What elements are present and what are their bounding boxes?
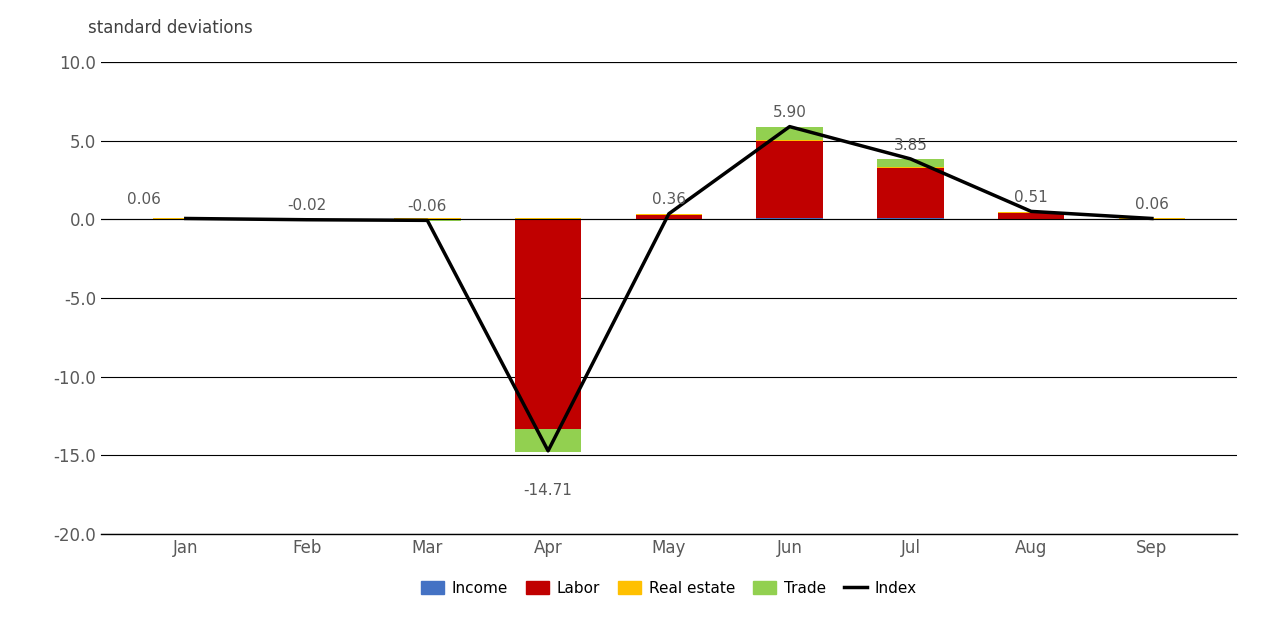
Index bbox=[420, 217, 435, 224]
Legend: Income, Labor, Real estate, Trade, Index: Income, Labor, Real estate, Trade, Index bbox=[414, 574, 924, 602]
Index bbox=[782, 123, 798, 130]
Text: -0.06: -0.06 bbox=[408, 199, 447, 214]
Bar bbox=[877, 166, 944, 168]
Text: 0.06: 0.06 bbox=[126, 192, 160, 207]
Text: 0.36: 0.36 bbox=[652, 193, 685, 207]
Bar bbox=[636, 215, 702, 219]
Index bbox=[661, 210, 676, 217]
Bar bbox=[877, 168, 944, 218]
Index bbox=[540, 447, 555, 455]
Index bbox=[1145, 215, 1160, 222]
Text: 3.85: 3.85 bbox=[893, 138, 928, 153]
Bar bbox=[756, 140, 823, 141]
Bar bbox=[877, 218, 944, 219]
Bar bbox=[756, 127, 823, 140]
Text: standard deviations: standard deviations bbox=[88, 19, 254, 37]
Bar bbox=[998, 213, 1064, 219]
Index bbox=[902, 155, 917, 163]
Bar bbox=[877, 159, 944, 166]
Text: 0.06: 0.06 bbox=[1135, 197, 1169, 212]
Bar bbox=[394, 220, 461, 221]
Index bbox=[178, 215, 193, 222]
Bar bbox=[756, 141, 823, 218]
Bar bbox=[515, 218, 582, 219]
Text: -0.02: -0.02 bbox=[286, 199, 326, 214]
Line: Index: Index bbox=[186, 127, 1152, 451]
Text: 5.90: 5.90 bbox=[772, 106, 806, 120]
Bar bbox=[998, 212, 1064, 213]
Bar bbox=[756, 218, 823, 219]
Bar bbox=[515, 219, 582, 428]
Bar bbox=[515, 428, 582, 453]
Index bbox=[1023, 207, 1039, 215]
Text: 0.51: 0.51 bbox=[1015, 190, 1047, 205]
Text: -14.71: -14.71 bbox=[524, 483, 573, 497]
Bar bbox=[274, 219, 339, 220]
Index bbox=[299, 216, 314, 224]
